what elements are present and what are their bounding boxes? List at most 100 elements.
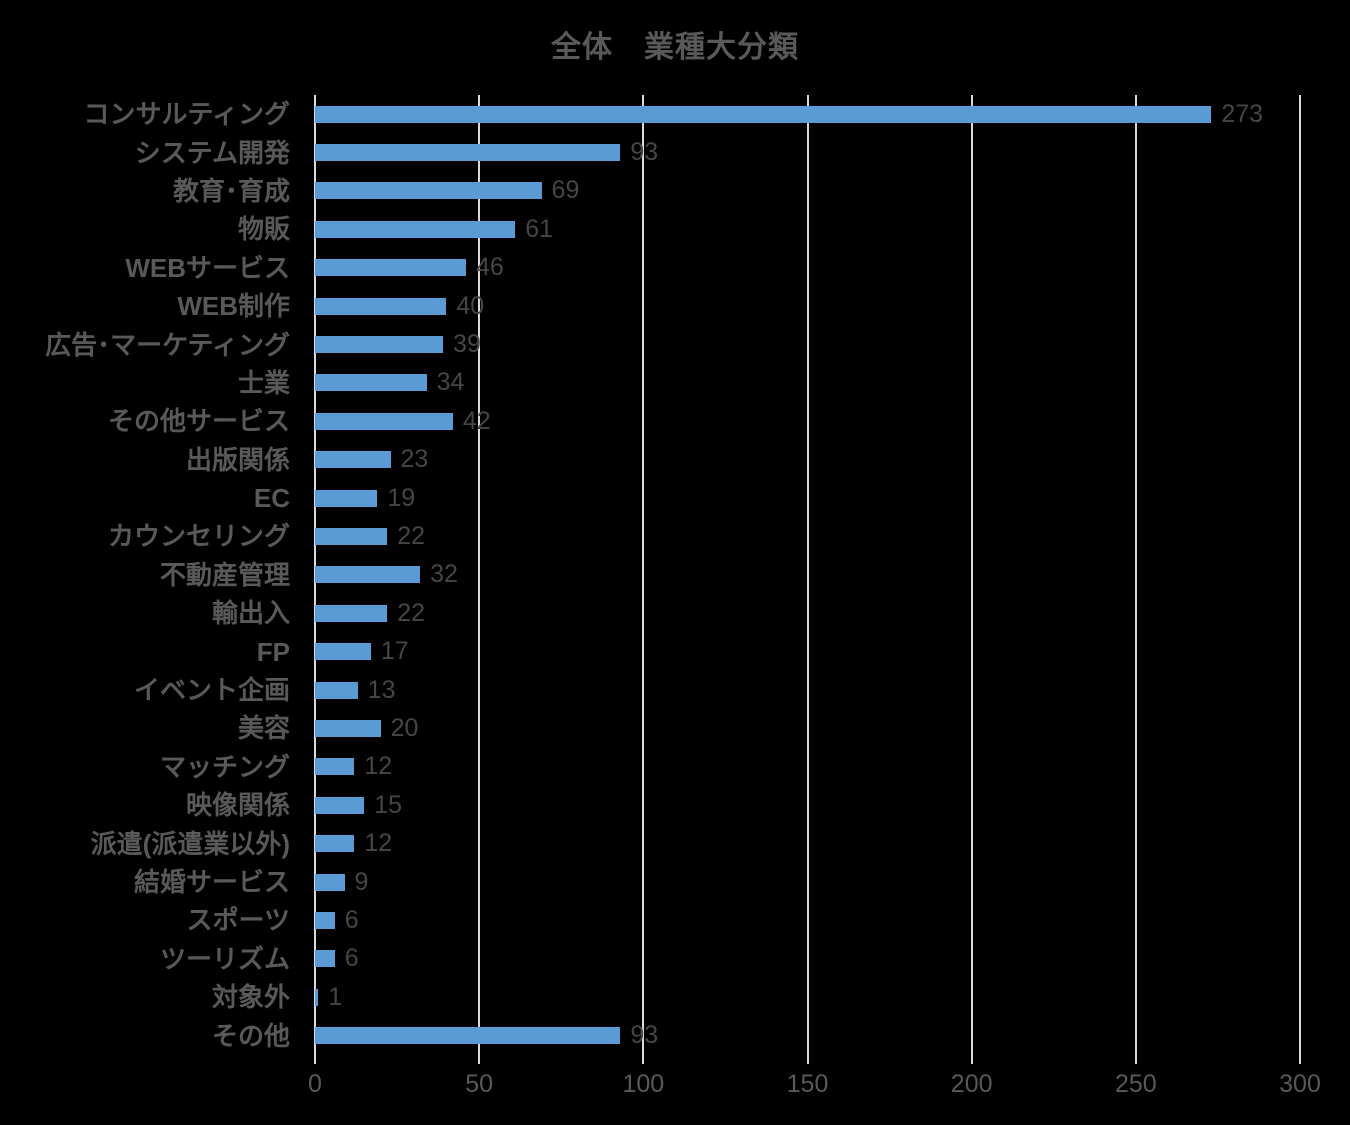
bar-row: その他 93	[212, 1016, 1300, 1054]
gridline	[478, 95, 481, 1055]
category-label: 美容	[237, 713, 290, 744]
bar-row: 輸出入 22	[212, 594, 1300, 632]
category-label: EC	[253, 483, 290, 514]
bar	[315, 489, 378, 507]
value-label: 32	[430, 560, 458, 589]
x-axis-tick-label: 0	[308, 1070, 322, 1098]
gridline	[806, 95, 809, 1055]
bar	[315, 796, 365, 814]
category-label: 映像関係	[185, 790, 290, 821]
bar	[315, 182, 542, 200]
gridline	[642, 95, 645, 1055]
bar-row: システム開発 93	[135, 133, 1300, 171]
bar	[315, 297, 447, 315]
category-label: 士業	[237, 367, 290, 398]
category-label: ツーリズム	[159, 943, 290, 974]
value-label: 9	[354, 867, 369, 896]
plot-rows: コンサルティング 273 システム開発 93 教育･育成 69 物販 61 WE…	[45, 95, 1300, 1055]
value-label: 17	[380, 637, 409, 666]
bar	[315, 220, 516, 238]
bar-row: スポーツ 6	[187, 901, 1300, 939]
bar	[315, 988, 319, 1006]
category-label: 物販	[237, 214, 290, 245]
category-label: カウンセリング	[107, 521, 290, 552]
bar	[315, 643, 371, 661]
category-label: イベント企画	[133, 675, 290, 706]
x-axis-tick-label: 100	[622, 1070, 665, 1098]
bar	[315, 374, 427, 392]
category-label: 出版関係	[185, 444, 290, 475]
category-label: 輸出入	[211, 598, 290, 629]
bar	[315, 911, 335, 929]
bar-row: 対象外 1	[212, 978, 1300, 1016]
bar	[315, 873, 345, 891]
bar-row: 士業 34	[238, 364, 1300, 402]
plot-area: コンサルティング 273 システム開発 93 教育･育成 69 物販 61 WE…	[45, 95, 1301, 1055]
x-axis-tick-mark	[1134, 1055, 1137, 1064]
category-label: 不動産管理	[159, 559, 290, 590]
x-axis-tick-mark	[314, 1055, 316, 1064]
category-label: その他	[211, 1020, 290, 1051]
bar-row: コンサルティング 273	[84, 95, 1300, 133]
x-axis-tick-mark	[1299, 1055, 1301, 1064]
x-axis-tick-mark	[642, 1055, 645, 1064]
bar	[315, 105, 1212, 123]
value-label: 12	[364, 752, 393, 781]
value-label: 69	[551, 176, 580, 205]
value-label: 15	[374, 790, 403, 819]
bar	[315, 451, 391, 469]
value-label: 273	[1221, 99, 1264, 128]
category-label: その他サービス	[107, 406, 290, 437]
gridline	[970, 95, 973, 1055]
bar-row: 出版関係 23	[186, 441, 1300, 479]
x-axis-ticks	[314, 1055, 1301, 1064]
bar	[315, 835, 355, 853]
value-label: 93	[630, 1021, 659, 1050]
value-label: 12	[364, 829, 393, 858]
x-axis-tick-label: 50	[465, 1070, 494, 1098]
bar-row: 不動産管理 32	[160, 556, 1300, 594]
bar-row: 結婚サービス 9	[134, 863, 1300, 901]
bar	[315, 336, 444, 354]
gridline	[1134, 95, 1137, 1055]
value-label: 6	[344, 905, 359, 934]
bar-row: 物販 61	[238, 210, 1300, 248]
x-axis-tick-mark	[478, 1055, 481, 1064]
chart-title: 全体 業種大分類	[551, 31, 799, 64]
bar-row: 教育･育成 69	[173, 172, 1300, 210]
x-axis-tick-label: 200	[950, 1070, 993, 1098]
bar-row: カウンセリング 22	[108, 517, 1300, 555]
category-label: 広告･マーケティング	[45, 329, 290, 360]
bar	[315, 719, 381, 737]
value-label: 20	[390, 713, 419, 742]
bar-row: 派遣(派遣業以外) 12	[91, 824, 1300, 862]
category-label: マッチング	[159, 751, 290, 782]
value-label: 34	[436, 368, 465, 397]
bar-row: イベント企画 13	[134, 671, 1300, 709]
bar	[315, 950, 335, 968]
value-label: 19	[387, 483, 416, 512]
bar	[315, 144, 621, 162]
value-label: 61	[525, 214, 554, 243]
x-axis-tick-label: 300	[1279, 1070, 1321, 1098]
bar	[315, 758, 355, 776]
category-label: 派遣(派遣業以外)	[90, 828, 290, 859]
bar	[315, 604, 388, 622]
bar	[315, 412, 453, 430]
category-label: FP	[256, 636, 290, 667]
category-label: コンサルティング	[83, 99, 290, 130]
bar	[315, 566, 421, 584]
category-label: 結婚サービス	[133, 867, 290, 897]
value-label: 1	[328, 982, 343, 1011]
value-label: 93	[630, 138, 659, 167]
category-label: 教育･育成	[172, 175, 290, 206]
bar-row: WEB制作 40	[177, 287, 1300, 325]
value-label: 46	[476, 253, 504, 282]
bar-row: FP 17	[257, 632, 1300, 670]
bar	[315, 259, 467, 277]
value-label: 42	[462, 406, 491, 435]
x-axis-labels: 0 50 100 150 200 250 300	[308, 1070, 1321, 1102]
bar	[315, 1027, 621, 1045]
bar-row: マッチング 12	[160, 748, 1300, 786]
